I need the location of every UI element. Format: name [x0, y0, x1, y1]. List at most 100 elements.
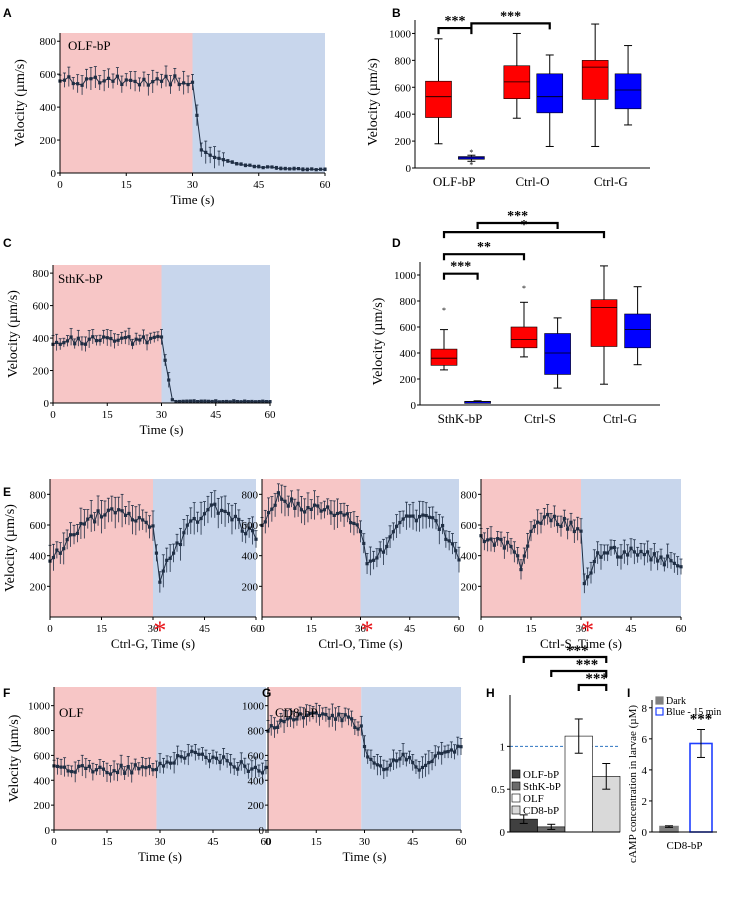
data-point — [145, 341, 149, 345]
data-point — [221, 399, 225, 404]
x-tick-label: 30 — [155, 836, 167, 848]
data-point — [612, 545, 616, 550]
data-point — [489, 537, 493, 541]
data-point — [378, 548, 382, 552]
data-point — [217, 400, 221, 404]
blue-phase-region — [361, 687, 461, 830]
y-tick-label: 200 — [40, 135, 57, 147]
data-point — [246, 769, 250, 773]
data-point — [70, 769, 74, 774]
significance-bracket — [442, 231, 606, 239]
data-point — [362, 541, 366, 546]
blue-phase-region — [360, 479, 459, 617]
data-point — [276, 725, 280, 730]
y-tick-label: 0 — [259, 825, 265, 837]
x-axis-label: Time (s) — [171, 192, 215, 207]
data-point — [433, 754, 437, 758]
data-point — [179, 755, 183, 759]
legend-label: SthK-bP — [523, 781, 561, 793]
data-point — [73, 342, 77, 346]
data-point — [62, 547, 66, 551]
data-point — [220, 508, 224, 513]
data-point — [102, 79, 106, 83]
data-point — [332, 513, 336, 517]
data-point — [632, 550, 636, 554]
data-point — [161, 569, 165, 573]
y-tick-label: 200 — [248, 800, 265, 812]
data-point — [250, 529, 255, 533]
data-point — [270, 165, 274, 169]
panel-g: 0 200 400 600 800 1000 0 15 30 45 60 Time (s) CD8-bP… — [242, 686, 467, 864]
data-point — [177, 82, 181, 87]
data-point — [149, 336, 153, 341]
significance-stars: *** — [500, 9, 521, 24]
y-tick-label: 400 — [242, 551, 259, 563]
y-tick-label: 800 — [34, 726, 51, 738]
data-point — [123, 335, 127, 340]
data-point — [197, 752, 201, 756]
y-tick-label: 200 — [30, 581, 47, 593]
group-label: SthK-bP — [438, 411, 483, 426]
data-point — [519, 567, 523, 572]
data-point — [196, 400, 200, 404]
data-point — [94, 339, 98, 343]
data-point — [288, 716, 293, 720]
data-point — [283, 499, 287, 503]
significance-bracket — [437, 26, 473, 35]
data-point — [202, 512, 207, 516]
x-tick-label: 30 — [187, 179, 199, 191]
data-point — [499, 537, 503, 542]
data-point — [506, 540, 510, 544]
data-point — [522, 554, 526, 558]
data-point — [209, 503, 213, 507]
data-point — [239, 162, 243, 166]
data-point — [79, 521, 83, 526]
y-tick-label: 600 — [34, 750, 51, 762]
y-tick-label: 0 — [500, 827, 506, 839]
y-tick-label: 600 — [242, 520, 259, 532]
data-point — [105, 336, 109, 340]
data-point — [456, 744, 460, 748]
significance-marker: * — [581, 616, 594, 645]
data-point — [407, 755, 412, 760]
data-point — [309, 507, 313, 511]
data-point — [173, 74, 177, 78]
data-point — [502, 546, 506, 550]
data-point — [279, 718, 283, 723]
data-point — [443, 750, 447, 754]
data-point — [372, 558, 376, 562]
data-point — [169, 761, 173, 765]
x-tick-label: 30 — [359, 836, 371, 848]
data-point — [151, 80, 155, 84]
data-point — [174, 399, 178, 404]
data-point — [80, 764, 84, 768]
x-tick-label: 60 — [251, 623, 263, 635]
data-point — [646, 550, 650, 554]
data-point — [243, 764, 247, 768]
y-tick-label: 400 — [400, 348, 417, 360]
data-point — [427, 761, 431, 765]
blue-phase-region — [192, 33, 325, 173]
x-tick-label: 0 — [265, 836, 271, 848]
data-point — [210, 399, 214, 404]
data-point — [76, 82, 80, 86]
data-point — [509, 544, 513, 549]
data-point — [243, 163, 248, 168]
data-point — [572, 529, 576, 534]
data-point — [110, 507, 114, 511]
data-point — [144, 766, 148, 770]
x-tick-label: 0 — [478, 623, 484, 635]
data-point — [314, 168, 318, 172]
data-point — [447, 539, 451, 543]
data-point — [130, 342, 135, 346]
significance-stars: *** — [507, 209, 528, 224]
data-point — [305, 713, 309, 717]
data-point — [137, 516, 141, 520]
data-point — [562, 516, 566, 521]
data-point — [395, 759, 399, 763]
data-point — [391, 758, 396, 762]
significance-bracket — [442, 253, 526, 261]
data-point — [279, 167, 283, 171]
x-tick-label: 15 — [306, 623, 318, 635]
data-point — [669, 559, 673, 563]
